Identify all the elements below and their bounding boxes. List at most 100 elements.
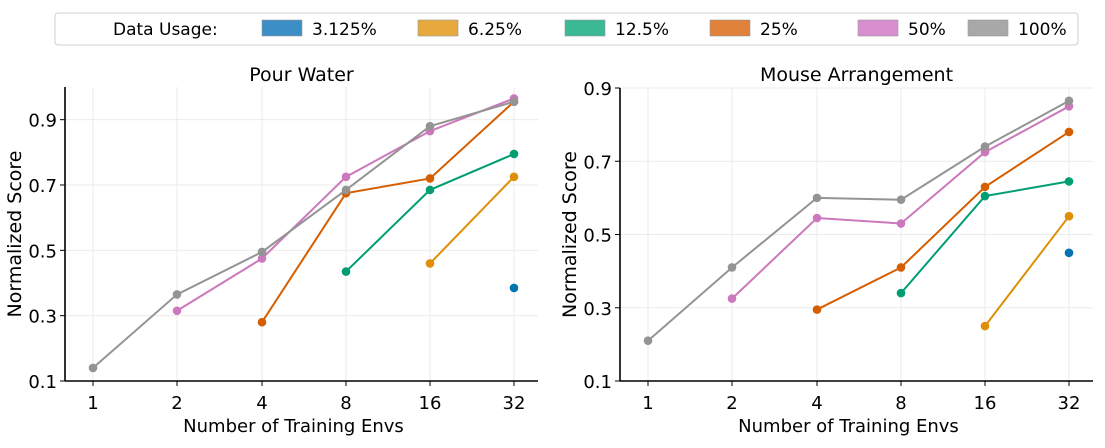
data-point	[812, 193, 822, 203]
data-point	[727, 294, 737, 303]
data-point	[980, 321, 990, 331]
data-point	[341, 172, 351, 182]
y-tick-label: 0.5	[28, 241, 57, 262]
series-line	[429, 176, 515, 265]
data-point	[980, 191, 990, 201]
legend-entry: 100%	[967, 19, 1067, 40]
data-point	[509, 172, 519, 182]
legend: Data Usage: 3.125% 6.25% 12.5% 25% 50% 100%	[54, 12, 1079, 46]
x-tick-label: 8	[895, 393, 906, 414]
series	[425, 172, 519, 268]
x-tick-label: 2	[726, 393, 737, 414]
series-line	[984, 215, 1070, 327]
series	[88, 97, 519, 373]
chart-title: Pour Water	[249, 64, 354, 86]
legend-label: 50%	[908, 20, 946, 40]
chart-panel: 1 2 4 8 16 32 0.1 0.3 0.5 0.7 0.9 Pour Water Number …	[4, 64, 538, 437]
data-point	[509, 97, 519, 106]
chart-title: Mouse Arrangement	[760, 64, 953, 86]
legend-swatch	[564, 19, 606, 37]
y-tick-label: 0.3	[28, 307, 57, 328]
data-point	[172, 306, 182, 316]
data-point	[896, 288, 906, 298]
data-point	[896, 263, 906, 272]
x-tick-label: 4	[811, 393, 822, 414]
series	[896, 177, 1074, 298]
data-point	[1064, 248, 1074, 258]
legend-swatch	[417, 19, 459, 37]
data-point	[425, 185, 435, 195]
x-tick-label: 1	[642, 393, 653, 414]
x-tick-label: 4	[256, 393, 267, 414]
y-tick-label: 0.9	[583, 79, 612, 100]
x-tick-label: 16	[974, 393, 997, 414]
y-tick-label: 0.7	[28, 176, 57, 197]
legend-swatch	[709, 19, 751, 37]
x-axis-label: Number of Training Envs	[183, 416, 404, 437]
data-point	[172, 290, 182, 299]
series-line	[261, 100, 515, 323]
legend-entry: 6.25%	[417, 19, 522, 40]
y-tick-label: 0.9	[28, 111, 57, 132]
x-tick-label: 32	[503, 393, 526, 414]
data-point	[509, 149, 519, 159]
series-line	[816, 131, 1070, 311]
x-tick-label: 8	[340, 393, 351, 414]
series	[341, 149, 519, 276]
data-point	[425, 121, 435, 131]
x-tick-label: 32	[1058, 393, 1081, 414]
legend-entry: 25%	[709, 19, 798, 40]
series	[1064, 248, 1074, 258]
y-tick-label: 0.1	[583, 372, 612, 393]
series-line	[92, 100, 515, 369]
data-point	[1064, 96, 1074, 106]
y-tick-label: 0.3	[583, 299, 612, 320]
legend-label: 100%	[1018, 20, 1067, 40]
data-point	[812, 213, 822, 223]
y-axis-label: Normalized Score	[559, 151, 581, 318]
x-axis-label: Number of Training Envs	[738, 416, 959, 437]
legend-title: Data Usage:	[113, 20, 218, 40]
legend-swatch	[857, 19, 899, 37]
data-point	[257, 254, 267, 263]
y-tick-label: 0.1	[28, 372, 57, 393]
data-point	[257, 247, 267, 257]
series	[980, 211, 1074, 331]
data-point	[257, 317, 267, 327]
data-point	[425, 174, 435, 183]
data-point	[812, 305, 822, 314]
data-point	[643, 336, 653, 346]
legend-label: 12.5%	[615, 20, 669, 40]
legend-entry: 50%	[857, 19, 946, 40]
legend-swatch	[967, 19, 1009, 37]
data-point	[341, 185, 351, 195]
data-point	[509, 283, 519, 293]
data-point	[425, 259, 435, 268]
x-tick-label: 16	[419, 393, 442, 414]
legend-label: 25%	[760, 20, 798, 40]
data-point	[1064, 177, 1074, 186]
y-tick-label: 0.5	[583, 226, 612, 247]
y-axis-label: Normalized Score	[4, 150, 26, 317]
series	[643, 96, 1074, 346]
legend-entry: 12.5%	[564, 19, 669, 40]
x-tick-label: 1	[87, 393, 98, 414]
legend-label: 3.125%	[312, 20, 377, 40]
x-tick-label: 2	[171, 393, 182, 414]
data-point	[1064, 211, 1074, 221]
data-point	[896, 219, 906, 228]
legend-entry: 3.125%	[261, 19, 377, 40]
data-point	[980, 182, 990, 192]
data-point	[341, 267, 351, 276]
y-tick-label: 0.7	[583, 152, 612, 173]
data-point	[980, 142, 990, 151]
series	[812, 127, 1074, 314]
series-line	[647, 99, 1070, 342]
legend-swatch	[261, 19, 303, 37]
data-point	[88, 363, 98, 373]
chart-panel: 1 2 4 8 16 32 0.1 0.3 0.5 0.7 0.9 Mouse Arrangement…	[559, 64, 1093, 437]
series	[509, 283, 519, 293]
legend-label: 6.25%	[468, 20, 522, 40]
